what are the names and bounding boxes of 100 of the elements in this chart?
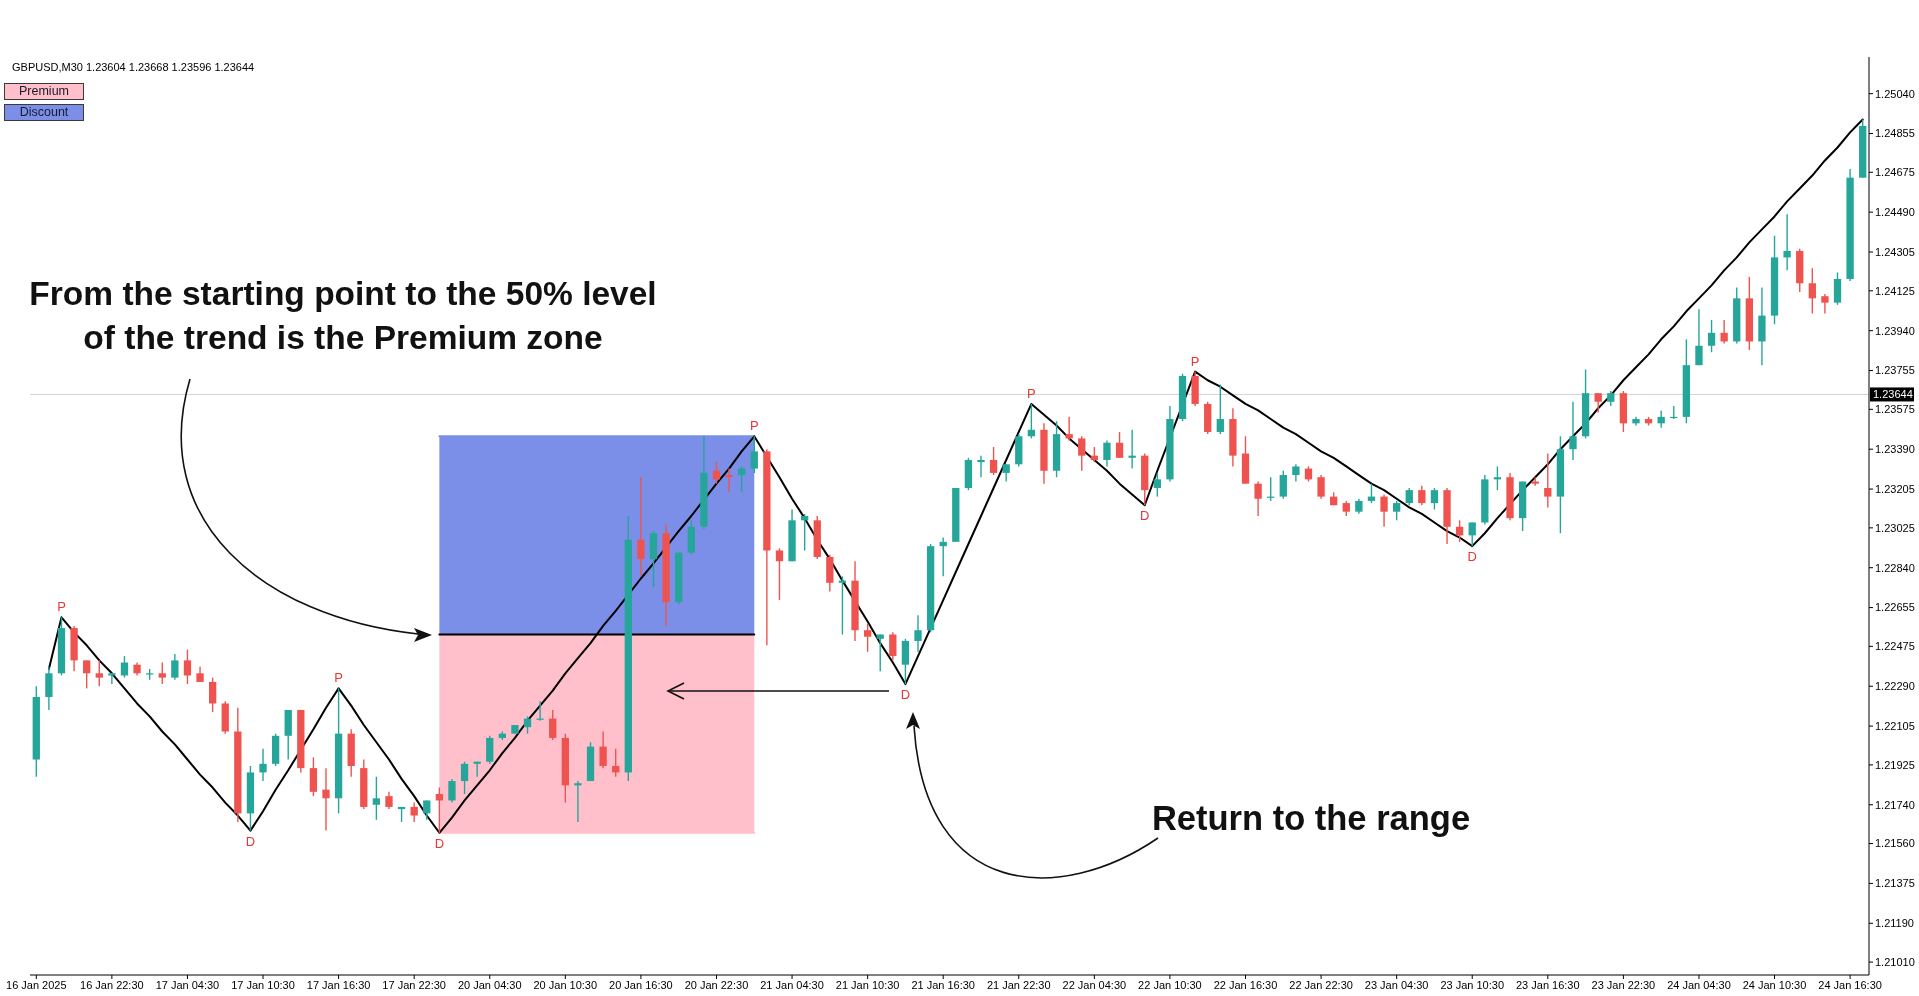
x-tick-label: 23 Jan 04:30 <box>1364 978 1429 991</box>
candlestick <box>800 513 809 552</box>
candlestick <box>1695 308 1703 366</box>
x-tick-label: 21 Jan 16:30 <box>911 978 976 991</box>
candlestick <box>901 638 910 685</box>
candlestick <box>460 760 469 795</box>
candlestick <box>183 648 192 685</box>
candlestick <box>574 780 582 823</box>
x-tick-label: 23 Jan 22:30 <box>1591 978 1656 991</box>
candlestick <box>599 730 607 769</box>
candlestick <box>1720 319 1728 345</box>
candlestick <box>989 446 998 476</box>
y-tick-label: 1.24675 <box>1875 166 1915 179</box>
candlestick <box>1380 493 1388 528</box>
x-tick-label: 24 Jan 04:30 <box>1667 978 1731 991</box>
annotation: P <box>1190 353 1200 369</box>
ref-line-label: 1.23644 <box>1873 388 1913 401</box>
y-tick-label: 1.22475 <box>1875 640 1915 653</box>
candlestick <box>322 767 330 832</box>
candlestick <box>1254 480 1262 517</box>
candlestick <box>208 676 217 713</box>
annotation: From the starting point to the 50% level of the trend is the Premium zone <box>28 274 658 358</box>
candlestick <box>108 672 116 685</box>
candlestick <box>1317 474 1325 500</box>
annotation: P <box>749 418 759 434</box>
annotation: P <box>57 599 66 615</box>
candlestick <box>1808 267 1816 315</box>
text: Premium <box>4 83 84 100</box>
candlestick <box>977 454 985 478</box>
y-tick-label: 1.24490 <box>1875 206 1915 219</box>
x-tick-label: 17 Jan 04:30 <box>155 978 220 991</box>
candlestick <box>1115 431 1124 459</box>
x-tick-label: 24 Jan 10:30 <box>1742 978 1807 991</box>
candlestick <box>309 756 318 797</box>
x-tick-label: 23 Jan 10:30 <box>1440 978 1505 991</box>
candlestick <box>95 659 103 687</box>
text: Discount <box>4 104 84 121</box>
candlestick <box>1468 521 1476 547</box>
candlestick <box>1393 500 1401 522</box>
candlestick <box>171 653 179 681</box>
candlestick <box>1065 416 1073 442</box>
candlestick <box>1279 470 1287 500</box>
x-tick-label: 22 Jan 22:30 <box>1289 978 1353 991</box>
candlestick <box>1783 213 1791 272</box>
y-tick-label: 1.25040 <box>1875 87 1915 100</box>
candlestick <box>637 476 645 578</box>
y-tick-label: 1.21190 <box>1875 917 1914 930</box>
x-tick-label: 21 Jan 04:30 <box>760 978 824 991</box>
candlestick <box>1821 293 1829 315</box>
candlestick <box>1153 472 1161 498</box>
candlestick <box>259 748 267 782</box>
y-tick-label: 1.23575 <box>1875 403 1915 416</box>
x-tick-label: 17 Jan 10:30 <box>231 978 295 991</box>
candlestick <box>1418 485 1426 506</box>
candlestick <box>486 735 494 765</box>
x-tick-label: 22 Jan 10:30 <box>1138 978 1202 991</box>
candlestick <box>939 536 947 578</box>
x-tick-label: 17 Jan 22:30 <box>382 978 446 991</box>
candlestick <box>45 666 53 711</box>
candlestick <box>1833 271 1842 306</box>
y-tick-label: 1.22655 <box>1875 601 1915 614</box>
candlestick <box>775 547 784 601</box>
candlestick <box>889 631 897 662</box>
x-tick-label: 24 Jan 16:30 <box>1818 978 1882 991</box>
annotation: P <box>334 670 343 686</box>
y-tick-label: 1.21375 <box>1875 877 1915 890</box>
x-tick-label: 22 Jan 16:30 <box>1213 978 1278 991</box>
x-tick-label: 16 Jan 22:30 <box>80 978 144 991</box>
candlestick <box>549 709 557 741</box>
candlestick <box>1430 487 1439 511</box>
candlestick <box>1544 452 1552 509</box>
candlestick <box>83 659 91 690</box>
candlestick <box>914 614 922 653</box>
candlestick <box>158 661 166 685</box>
candlestick <box>410 801 418 823</box>
chart-title: GBPUSD,M30 1.23604 1.23668 1.23596 1.23644 <box>12 61 255 74</box>
candlestick <box>1594 392 1602 414</box>
candlestick <box>372 776 381 821</box>
annotation: P <box>1027 385 1036 401</box>
candlestick <box>750 435 758 474</box>
x-tick-label: 21 Jan 10:30 <box>835 978 900 991</box>
x-tick-label: 21 Jan 22:30 <box>986 978 1051 991</box>
candlestick <box>876 633 884 672</box>
candlestick <box>1078 435 1086 472</box>
x-tick-label: 20 Jan 10:30 <box>533 978 598 991</box>
candlestick <box>863 623 872 653</box>
candlestick <box>1707 319 1716 353</box>
y-tick-label: 1.24855 <box>1875 127 1915 140</box>
y-tick-label: 1.23940 <box>1875 324 1915 337</box>
x-tick-label: 20 Jan 22:30 <box>684 978 749 991</box>
y-tick-label: 1.21925 <box>1875 758 1915 771</box>
y-tick-label: 1.22290 <box>1875 680 1915 693</box>
annotation: D <box>245 833 256 849</box>
candlestick <box>725 467 733 493</box>
y-tick-label: 1.21560 <box>1875 837 1915 850</box>
annotation: D <box>900 687 911 703</box>
x-tick-label: 16 Jan 2025 <box>6 978 67 991</box>
candlestick <box>1216 383 1224 435</box>
y-tick-label: 1.24305 <box>1875 245 1915 258</box>
y-tick-label: 1.24125 <box>1875 284 1915 297</box>
